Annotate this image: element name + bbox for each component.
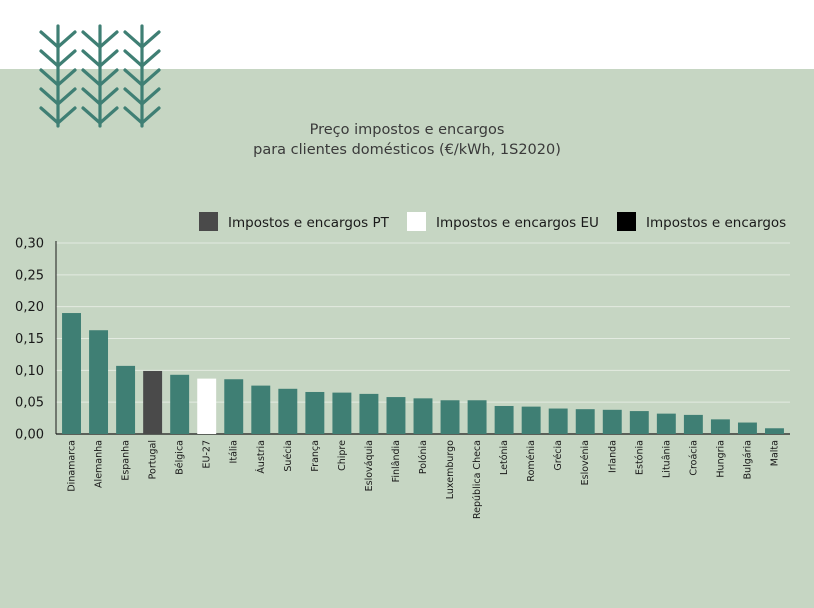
x-tick-label: Eslovénia (580, 440, 591, 485)
x-tick-label: Malta (769, 440, 780, 466)
x-tick-label: Suécia (283, 440, 294, 472)
bar-croácia (683, 414, 703, 434)
x-axis-labels: Dinamarca Alemanha Espanha Portugal Bélgica E… (67, 440, 781, 519)
y-tick-label: 0,30 (15, 237, 44, 252)
bar-bélgica (170, 374, 190, 434)
chart-title: Preço impostos e encargos para clientes … (0, 120, 814, 160)
x-tick-label: França (310, 440, 321, 472)
bar-dinamarca (62, 313, 81, 434)
x-tick-label: Roménia (526, 440, 537, 482)
bar-roménia (521, 406, 541, 434)
x-tick-label: Espanha (121, 440, 132, 481)
x-tick-label: Alemanha (94, 440, 105, 488)
bar-chipre (332, 392, 352, 434)
bar-estónia (629, 411, 649, 434)
bar-malta (765, 428, 784, 434)
x-tick-label: Áustria (255, 440, 267, 474)
x-tick-label: Hungria (715, 440, 726, 478)
legend-swatch (199, 212, 218, 231)
x-tick-label: Bélgica (175, 440, 186, 475)
x-tick-label: Luxemburgo (445, 440, 456, 499)
y-tick-label: 0,20 (15, 300, 44, 315)
x-tick-label: Bulgária (742, 440, 753, 479)
x-tick-label: Chipre (337, 440, 348, 471)
gridlines (56, 242, 790, 403)
y-tick-label: 0,25 (15, 268, 44, 283)
y-tick-label: 0,10 (15, 364, 44, 379)
legend-swatch (407, 212, 426, 231)
legend-label: Impostos e encargos (646, 215, 786, 231)
x-tick-label: Grécia (553, 440, 564, 471)
bar-eslovénia (575, 409, 595, 434)
x-tick-label: Polónia (418, 440, 429, 474)
bar-áustria (251, 385, 271, 434)
wheat-logo (39, 24, 161, 128)
bar-grécia (548, 408, 568, 434)
legend-item-other: Impostos e encargos (617, 212, 786, 231)
bar-eu-27 (197, 378, 217, 434)
x-tick-label: EU-27 (202, 440, 213, 468)
legend-label: Impostos e encargos EU (436, 215, 599, 231)
y-tick-label: 0,05 (15, 396, 44, 411)
bar-espanha (116, 365, 136, 434)
wheat-stalk-icon (123, 24, 161, 128)
x-tick-label: Itália (229, 440, 240, 463)
legend: Impostos e encargos PT Impostos e encargo… (199, 212, 786, 231)
bar-finlândia (386, 397, 406, 434)
bar-irlanda (602, 409, 622, 434)
bar-polónia (413, 398, 433, 434)
bar-república-checa (467, 400, 487, 434)
bar-alemanha (89, 330, 109, 434)
chart-title-line1: Preço impostos e encargos (309, 122, 505, 138)
x-tick-label: Irlanda (607, 440, 618, 473)
bar-letónia (494, 405, 514, 434)
x-tick-label: Lituânia (661, 440, 672, 478)
bar-luxemburgo (440, 400, 460, 434)
x-tick-label: Finlândia (391, 440, 402, 482)
y-tick-label: 0,00 (15, 428, 44, 443)
legend-item-eu: Impostos e encargos EU (407, 212, 599, 231)
x-tick-label: Eslováquia (364, 440, 375, 491)
bar-frança (305, 391, 325, 434)
bar-eslováquia (359, 393, 379, 434)
bar-suécia (278, 388, 298, 434)
bar-portugal (143, 370, 163, 434)
x-tick-label: Letónia (499, 440, 510, 475)
x-tick-label: Dinamarca (67, 440, 78, 492)
legend-swatch (617, 212, 636, 231)
chart-title-line2: para clientes domésticos (€/kWh, 1S2020) (253, 142, 561, 158)
x-tick-label: Estónia (634, 440, 645, 475)
legend-label: Impostos e encargos PT (228, 215, 390, 231)
wheat-stalk-icon (39, 24, 77, 128)
y-tick-label: 0,15 (15, 332, 44, 347)
wheat-stalk-icon (81, 24, 119, 128)
x-tick-label: Portugal (148, 440, 159, 479)
x-tick-label: Croácia (688, 440, 699, 476)
bars (62, 313, 784, 434)
legend-item-pt: Impostos e encargos PT (199, 212, 390, 231)
bar-hungria (710, 419, 730, 434)
x-tick-label: República Checa (472, 440, 483, 519)
bar-bulgária (737, 422, 757, 434)
bar-lituânia (656, 413, 676, 434)
bar-itália (224, 379, 244, 434)
